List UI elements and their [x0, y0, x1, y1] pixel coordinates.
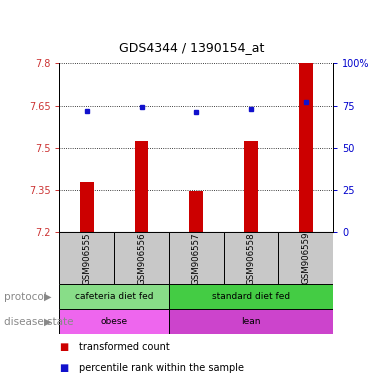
Bar: [169, 232, 224, 284]
Text: standard diet fed: standard diet fed: [212, 292, 290, 301]
Text: GSM906555: GSM906555: [82, 232, 91, 285]
Bar: [278, 232, 333, 284]
Text: ▶: ▶: [44, 316, 52, 327]
Bar: [59, 232, 114, 284]
Text: disease state: disease state: [4, 316, 73, 327]
Text: obese: obese: [101, 317, 128, 326]
Text: GSM906556: GSM906556: [137, 232, 146, 285]
Text: GDS4344 / 1390154_at: GDS4344 / 1390154_at: [119, 41, 264, 54]
Bar: [224, 232, 278, 284]
Text: GSM906558: GSM906558: [247, 232, 255, 285]
Text: percentile rank within the sample: percentile rank within the sample: [79, 363, 244, 373]
Text: ■: ■: [59, 363, 69, 373]
Bar: [80, 182, 93, 232]
Text: lean: lean: [241, 317, 261, 326]
Bar: [244, 141, 258, 232]
Bar: [169, 309, 333, 334]
Text: GSM906559: GSM906559: [301, 232, 310, 285]
Bar: [299, 63, 313, 232]
Text: transformed count: transformed count: [79, 342, 169, 352]
Bar: [59, 284, 169, 309]
Bar: [190, 192, 203, 232]
Text: ▶: ▶: [44, 291, 52, 302]
Text: protocol: protocol: [4, 291, 47, 302]
Bar: [169, 284, 333, 309]
Bar: [135, 141, 148, 232]
Bar: [114, 232, 169, 284]
Text: GSM906557: GSM906557: [192, 232, 201, 285]
Text: cafeteria diet fed: cafeteria diet fed: [75, 292, 153, 301]
Bar: [59, 309, 169, 334]
Text: ■: ■: [59, 342, 69, 352]
